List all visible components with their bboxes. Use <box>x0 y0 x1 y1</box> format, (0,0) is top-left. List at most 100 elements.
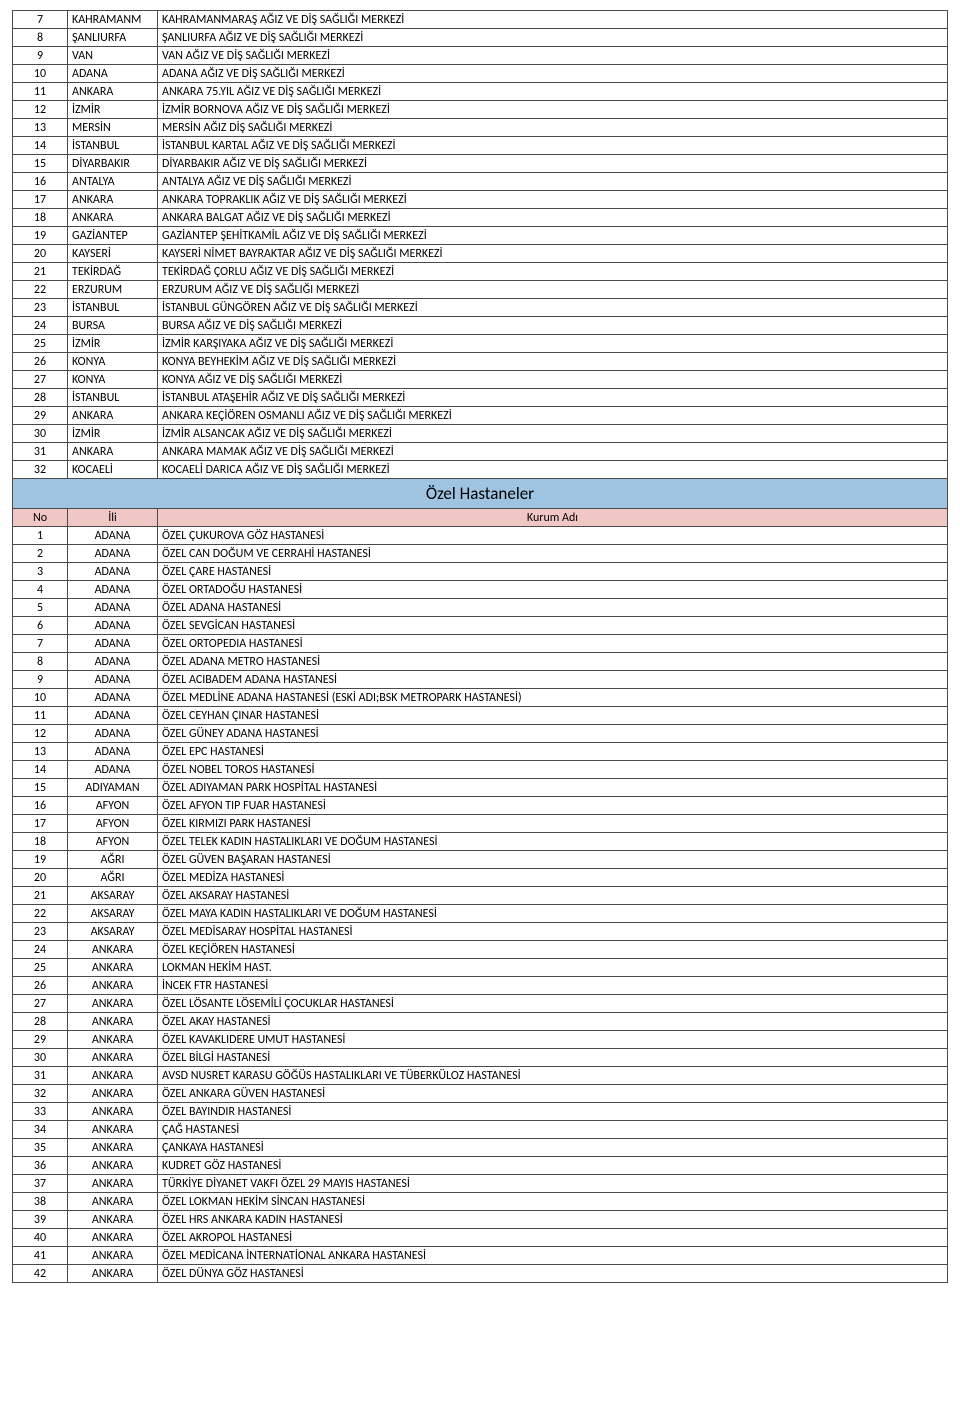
cell-kurum: ÖZEL MEDİCANA İNTERNATİONAL ANKARA HASTA… <box>158 1247 948 1265</box>
cell-no: 17 <box>13 191 68 209</box>
cell-kurum: ÖZEL NOBEL TOROS HASTANESİ <box>158 761 948 779</box>
cell-kurum: BURSA AĞIZ VE DİŞ SAĞLIĞI MERKEZİ <box>158 317 948 335</box>
document-table: 7KAHRAMANMKAHRAMANMARAŞ AĞIZ VE DİŞ SAĞL… <box>12 10 948 1283</box>
cell-no: 41 <box>13 1247 68 1265</box>
cell-ili: KOCAELİ <box>68 461 158 479</box>
cell-no: 35 <box>13 1139 68 1157</box>
table-row: 31ANKARAAVSD NUSRET KARASU GÖĞÜS HASTALI… <box>13 1067 948 1085</box>
table-row: 4ADANAÖZEL ORTADOĞU HASTANESİ <box>13 581 948 599</box>
table-row: 8ŞANLIURFAŞANLIURFA AĞIZ VE DİŞ SAĞLIĞI … <box>13 29 948 47</box>
cell-kurum: ÖZEL ORTOPEDIA HASTANESİ <box>158 635 948 653</box>
table-row: 33ANKARAÖZEL BAYINDIR HASTANESİ <box>13 1103 948 1121</box>
cell-no: 15 <box>13 779 68 797</box>
cell-kurum: ERZURUM AĞIZ VE DİŞ SAĞLIĞI MERKEZİ <box>158 281 948 299</box>
cell-no: 14 <box>13 137 68 155</box>
table-row: 10ADANAÖZEL MEDLİNE ADANA HASTANESİ (ESK… <box>13 689 948 707</box>
cell-kurum: ÖZEL AFYON TIP FUAR HASTANESİ <box>158 797 948 815</box>
table-row: 22ERZURUMERZURUM AĞIZ VE DİŞ SAĞLIĞI MER… <box>13 281 948 299</box>
cell-ili: ADANA <box>68 761 158 779</box>
cell-kurum: ÖZEL ADANA HASTANESİ <box>158 599 948 617</box>
cell-ili: ADANA <box>68 743 158 761</box>
table-row: 20AĞRIÖZEL MEDİZA HASTANESİ <box>13 869 948 887</box>
cell-ili: ANKARA <box>68 1175 158 1193</box>
cell-ili: İZMİR <box>68 425 158 443</box>
section-title: Özel Hastaneler <box>13 479 948 509</box>
cell-no: 36 <box>13 1157 68 1175</box>
cell-kurum: ÖZEL LOKMAN HEKİM SİNCAN HASTANESİ <box>158 1193 948 1211</box>
table-row: 23AKSARAYÖZEL MEDİSARAY HOSPİTAL HASTANE… <box>13 923 948 941</box>
cell-ili: ADIYAMAN <box>68 779 158 797</box>
cell-kurum: ÇAĞ HASTANESİ <box>158 1121 948 1139</box>
cell-kurum: TÜRKİYE DİYANET VAKFI ÖZEL 29 MAYIS HAST… <box>158 1175 948 1193</box>
cell-no: 16 <box>13 797 68 815</box>
cell-kurum: ÖZEL EPC HASTANESİ <box>158 743 948 761</box>
cell-kurum: KAYSERİ NİMET BAYRAKTAR AĞIZ VE DİŞ SAĞL… <box>158 245 948 263</box>
cell-no: 39 <box>13 1211 68 1229</box>
cell-ili: ADANA <box>68 635 158 653</box>
cell-ili: AĞRI <box>68 869 158 887</box>
cell-ili: İZMİR <box>68 335 158 353</box>
table-row: 22AKSARAYÖZEL MAYA KADIN HASTALIKLARI VE… <box>13 905 948 923</box>
cell-no: 33 <box>13 1103 68 1121</box>
cell-no: 23 <box>13 923 68 941</box>
cell-ili: ANKARA <box>68 83 158 101</box>
cell-kurum: KONYA AĞIZ VE DİŞ SAĞLIĞI MERKEZİ <box>158 371 948 389</box>
table-row: 26ANKARAİNCEK FTR HASTANESİ <box>13 977 948 995</box>
cell-ili: KONYA <box>68 371 158 389</box>
table-row: 32ANKARAÖZEL ANKARA GÜVEN HASTANESİ <box>13 1085 948 1103</box>
cell-ili: ANKARA <box>68 407 158 425</box>
cell-no: 19 <box>13 851 68 869</box>
cell-no: 15 <box>13 155 68 173</box>
cell-kurum: ÖZEL KEÇİÖREN HASTANESİ <box>158 941 948 959</box>
table-row: 15DİYARBAKIRDİYARBAKIR AĞIZ VE DİŞ SAĞLI… <box>13 155 948 173</box>
cell-kurum: ANKARA 75.YIL AĞIZ VE DİŞ SAĞLIĞI MERKEZ… <box>158 83 948 101</box>
cell-no: 30 <box>13 1049 68 1067</box>
cell-kurum: ÖZEL HRS ANKARA KADIN HASTANESİ <box>158 1211 948 1229</box>
cell-kurum: ÖZEL SEVGİCAN HASTANESİ <box>158 617 948 635</box>
cell-kurum: İSTANBUL KARTAL AĞIZ VE DİŞ SAĞLIĞI MERK… <box>158 137 948 155</box>
cell-ili: AKSARAY <box>68 923 158 941</box>
cell-ili: BURSA <box>68 317 158 335</box>
cell-ili: ŞANLIURFA <box>68 29 158 47</box>
cell-kurum: KONYA BEYHEKİM AĞIZ VE DİŞ SAĞLIĞI MERKE… <box>158 353 948 371</box>
column-header-no: No <box>13 509 68 527</box>
cell-no: 29 <box>13 1031 68 1049</box>
cell-ili: TEKİRDAĞ <box>68 263 158 281</box>
cell-ili: AĞRI <box>68 851 158 869</box>
cell-ili: ANKARA <box>68 443 158 461</box>
cell-kurum: ÖZEL MAYA KADIN HASTALIKLARI VE DOĞUM HA… <box>158 905 948 923</box>
cell-ili: ANKARA <box>68 1157 158 1175</box>
cell-no: 32 <box>13 461 68 479</box>
table-row: 15ADIYAMANÖZEL ADIYAMAN PARK HOSPİTAL HA… <box>13 779 948 797</box>
cell-no: 21 <box>13 263 68 281</box>
cell-no: 7 <box>13 635 68 653</box>
cell-no: 16 <box>13 173 68 191</box>
cell-kurum: ÖZEL BİLGİ HASTANESİ <box>158 1049 948 1067</box>
cell-kurum: ÖZEL MEDİZA HASTANESİ <box>158 869 948 887</box>
cell-ili: VAN <box>68 47 158 65</box>
table-row: 27KONYAKONYA AĞIZ VE DİŞ SAĞLIĞI MERKEZİ <box>13 371 948 389</box>
table-row: 21AKSARAYÖZEL AKSARAY HASTANESİ <box>13 887 948 905</box>
cell-no: 2 <box>13 545 68 563</box>
cell-no: 7 <box>13 11 68 29</box>
cell-ili: ANKARA <box>68 1085 158 1103</box>
cell-no: 28 <box>13 1013 68 1031</box>
table-row: 14ADANAÖZEL NOBEL TOROS HASTANESİ <box>13 761 948 779</box>
cell-no: 25 <box>13 335 68 353</box>
cell-ili: AFYON <box>68 815 158 833</box>
cell-kurum: KOCAELİ DARICA AĞIZ VE DİŞ SAĞLIĞI MERKE… <box>158 461 948 479</box>
cell-no: 5 <box>13 599 68 617</box>
table-row: 34ANKARAÇAĞ HASTANESİ <box>13 1121 948 1139</box>
cell-no: 31 <box>13 1067 68 1085</box>
table-row: 29ANKARAANKARA KEÇİÖREN OSMANLI AĞIZ VE … <box>13 407 948 425</box>
table-row: 18ANKARAANKARA BALGAT AĞIZ VE DİŞ SAĞLIĞ… <box>13 209 948 227</box>
cell-kurum: ÇANKAYA HASTANESİ <box>158 1139 948 1157</box>
table-row: 38ANKARAÖZEL LOKMAN HEKİM SİNCAN HASTANE… <box>13 1193 948 1211</box>
cell-kurum: ÖZEL BAYINDIR HASTANESİ <box>158 1103 948 1121</box>
table-row: 9VANVAN AĞIZ VE DİŞ SAĞLIĞI MERKEZİ <box>13 47 948 65</box>
cell-ili: ADANA <box>68 563 158 581</box>
cell-no: 4 <box>13 581 68 599</box>
table-row: 17AFYONÖZEL KIRMIZI PARK HASTANESİ <box>13 815 948 833</box>
column-header-ili: İli <box>68 509 158 527</box>
cell-kurum: ÖZEL GÜVEN BAŞARAN HASTANESİ <box>158 851 948 869</box>
